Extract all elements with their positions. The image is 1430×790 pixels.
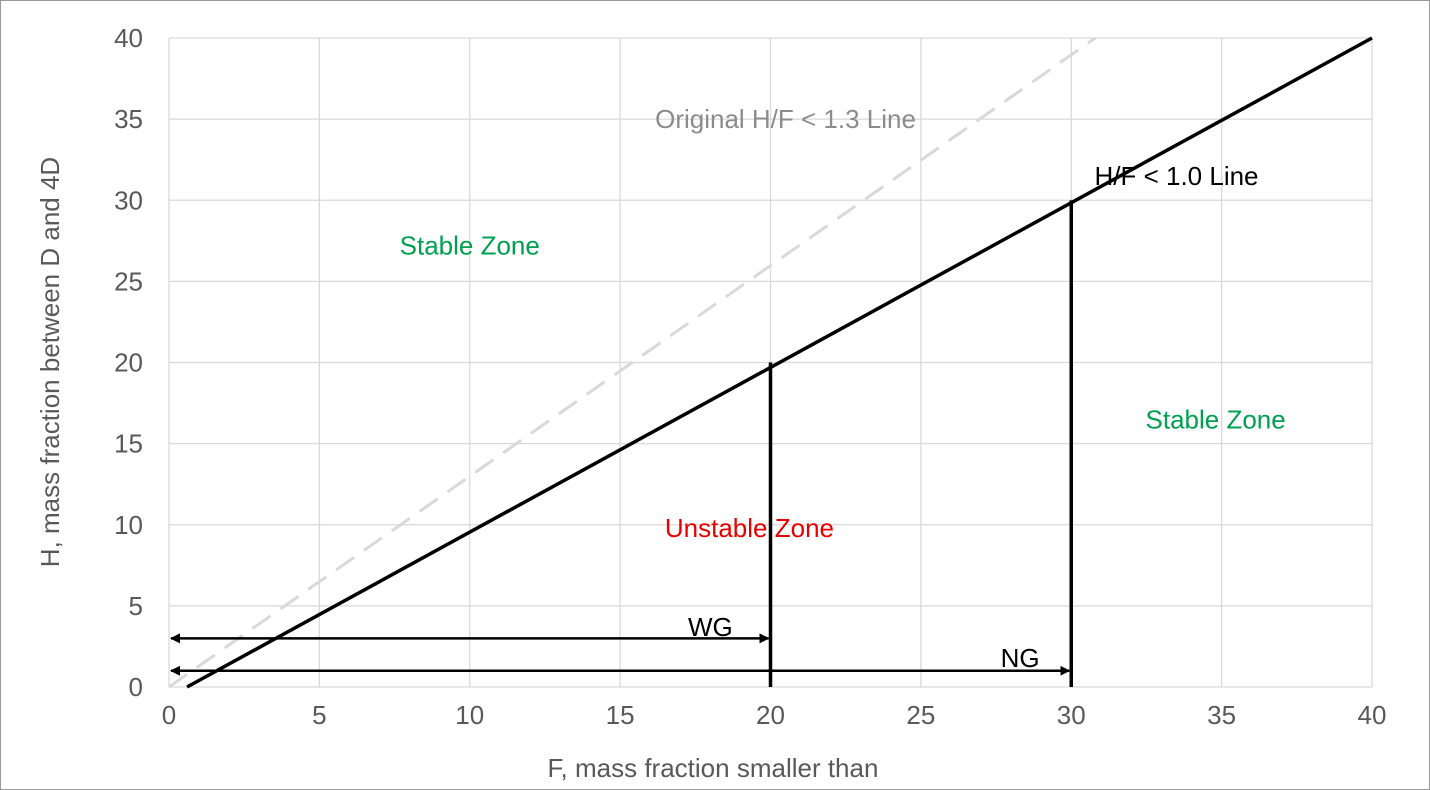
- x-axis-title: F, mass fraction smaller than: [548, 753, 879, 783]
- y-tick-label: 5: [129, 591, 143, 621]
- y-tick-label: 25: [114, 266, 143, 296]
- annotation-stable-zone: Stable Zone: [400, 231, 540, 261]
- y-tick-label: 30: [114, 185, 143, 215]
- y-tick-label: 15: [114, 429, 143, 459]
- x-tick-label: 30: [1057, 700, 1086, 730]
- annotation-wg: WG: [688, 612, 733, 642]
- annotations: Original H/F < 1.3 Line H/F < 1.0 Line Sta…: [400, 104, 1286, 673]
- x-tick-label: 15: [606, 700, 635, 730]
- original-hf-1-3-line: [168, 36, 1097, 689]
- x-tick-label: 10: [455, 700, 484, 730]
- annotation-h-f-1-0-line: H/F < 1.0 Line: [1094, 161, 1258, 191]
- y-tick-label: 35: [114, 104, 143, 134]
- annotation-original-h-f-1-3-line: Original H/F < 1.3 Line: [655, 104, 916, 134]
- y-tick-label: 10: [114, 510, 143, 540]
- x-tick-label: 0: [162, 700, 176, 730]
- x-tick-label: 5: [312, 700, 326, 730]
- x-tick-label: 40: [1358, 700, 1387, 730]
- y-tick-label: 0: [129, 672, 143, 702]
- x-tick-label: 20: [756, 700, 785, 730]
- y-tick-label: 20: [114, 348, 143, 378]
- tick-labels: 0 5 10 15 20 25 30 35 40 0 5 10 15 20 25 30 35 40: [114, 23, 1386, 730]
- x-tick-label: 25: [906, 700, 935, 730]
- annotation-stable-zone: Stable Zone: [1146, 404, 1286, 434]
- y-axis-title: H, mass fraction between D and 4D: [35, 157, 65, 567]
- y-tick-label: 40: [114, 23, 143, 53]
- annotation-ng: NG: [1001, 643, 1040, 673]
- series-lines: [168, 36, 1373, 689]
- hf-1-0-line: [186, 36, 1373, 689]
- annotation-unstable-zone: Unstable Zone: [665, 513, 834, 543]
- x-tick-label: 35: [1207, 700, 1236, 730]
